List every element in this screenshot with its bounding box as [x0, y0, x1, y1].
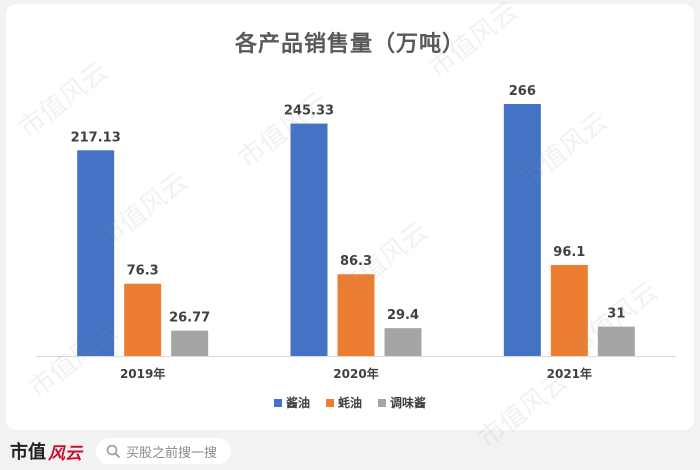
- search-box[interactable]: 买股之前搜一搜: [96, 438, 232, 464]
- x-tick-label-0: 2019年: [120, 366, 165, 381]
- legend-label-1: 蚝油: [337, 396, 362, 410]
- data-label-2-2: 31: [607, 307, 625, 322]
- footer-bar: 市值 风云 买股之前搜一搜: [0, 432, 700, 470]
- bar-1-0: [290, 123, 328, 356]
- data-label-2-0: 266: [509, 84, 536, 99]
- brand-mark-icon: 风云: [48, 443, 82, 464]
- data-label-0-1: 76.3: [127, 264, 159, 279]
- legend-label-2: 调味酱: [390, 396, 427, 410]
- bar-0-2: [171, 330, 209, 356]
- data-label-1-0: 245.33: [284, 104, 334, 119]
- chart-card: 217.13 76.3 26.77 2019年 245.33 86.3 29.4 2020年 2…: [6, 4, 694, 430]
- legend-swatch-2: [378, 398, 386, 407]
- chart-legend: 酱油 蚝油 调味酱: [6, 394, 694, 411]
- data-label-0-2: 26.77: [169, 311, 210, 326]
- legend-label-0: 酱油: [285, 396, 310, 410]
- x-tick-label-2: 2021年: [547, 366, 592, 381]
- bar-chart: 217.13 76.3 26.77 2019年 245.33 86.3 29.4 2020年 2…: [36, 84, 676, 381]
- legend-item-0: 酱油: [273, 394, 310, 411]
- data-label-2-1: 96.1: [553, 245, 585, 260]
- data-label-1-1: 86.3: [340, 254, 372, 269]
- bar-0-1: [124, 283, 162, 356]
- legend-item-2: 调味酱: [378, 394, 426, 411]
- legend-item-1: 蚝油: [325, 394, 362, 411]
- search-icon: [106, 444, 120, 458]
- search-placeholder: 买股之前搜一搜: [126, 445, 218, 461]
- bar-0-0: [77, 150, 115, 356]
- x-tick-label-1: 2020年: [333, 366, 378, 381]
- bar-1-1: [337, 274, 375, 356]
- bar-1-2: [384, 328, 422, 356]
- bar-2-0: [503, 104, 541, 356]
- bar-2-1: [550, 264, 588, 356]
- brand-text: 市值: [10, 442, 46, 463]
- brand-logo[interactable]: 市值 风云: [10, 438, 82, 464]
- data-label-0-0: 217.13: [71, 130, 121, 145]
- chart-title: 各产品销售量（万吨）: [234, 32, 465, 57]
- legend-swatch-0: [273, 398, 282, 407]
- bar-2-2: [597, 326, 635, 356]
- legend-swatch-1: [325, 398, 334, 407]
- data-label-1-2: 29.4: [387, 308, 419, 323]
